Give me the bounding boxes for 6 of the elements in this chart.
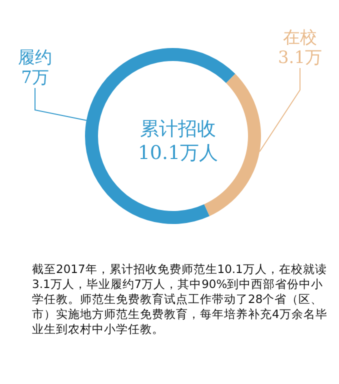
text: 截至2017年，累计招收免费师范生10.1万人，在校就读3.1万人，毕业履约7万人，其中90%到中西部省份中小学任教。师范生免费教育试点工作带动了28个省（区、市）实施地方师范生免费教育，每年培养补充4万余名毕业生到农村中小学任教。 — [32, 262, 328, 337]
slice-label: 在校 — [283, 28, 317, 48]
data-label: 7万 — [21, 68, 49, 88]
text: 累计招收 10.1万人 — [138, 118, 218, 164]
data-label: 3.1万 — [278, 48, 322, 68]
slice-label: 履约 — [18, 48, 52, 68]
